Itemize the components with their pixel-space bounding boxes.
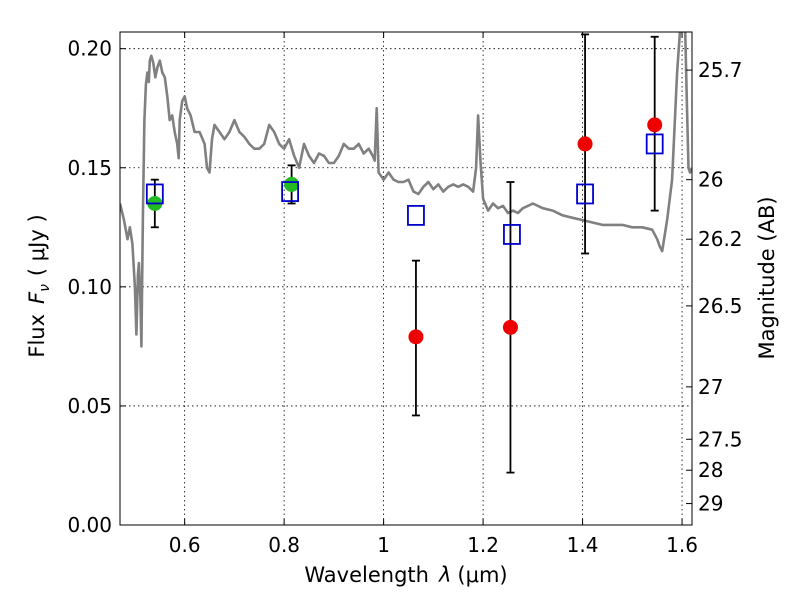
model-spectrum-line xyxy=(120,32,692,348)
y-tick-label: 0.05 xyxy=(67,394,112,418)
y-tick-label: 0.00 xyxy=(67,513,112,537)
data-point-square xyxy=(281,181,300,202)
model-spectrum xyxy=(120,32,692,348)
data-point-circle xyxy=(577,136,593,152)
data-point-circle xyxy=(284,176,300,192)
data-point-square xyxy=(407,204,425,226)
data-point-circle xyxy=(502,319,518,335)
y2-tick-label: 27.5 xyxy=(698,427,743,451)
data-point-square xyxy=(145,183,164,205)
x-axis-label-symbol: λ xyxy=(438,563,451,587)
y2-tick-label: 27 xyxy=(698,375,723,399)
data-point-circle xyxy=(408,329,424,345)
x-tick-label: 1.2 xyxy=(467,533,499,557)
grid-lines xyxy=(120,32,692,525)
data-point-circle xyxy=(647,117,663,133)
y-axis-label-unit: ( μJy ) xyxy=(25,214,49,276)
y-tick-label: 0.20 xyxy=(67,37,112,61)
data-markers xyxy=(145,117,664,345)
y-tick-label: 0.10 xyxy=(67,275,112,299)
y2-tick-label: 26.5 xyxy=(698,294,743,318)
y-tick-label: 0.15 xyxy=(67,156,112,180)
y-axis-label-symbol: F xyxy=(25,291,49,304)
axis-ticks: 0.6 0.8 1 1.2 1.4 1.6 0.00 0.05 0.10 0.15 0.20 25.7… xyxy=(67,32,743,557)
y2-tick-label: 28 xyxy=(698,458,723,482)
x-tick-label: 0.8 xyxy=(268,533,300,557)
x-axis-label-unit: (μm) xyxy=(457,563,507,587)
data-point-square xyxy=(503,224,521,245)
y2-tick-label: 25.7 xyxy=(698,58,743,82)
y-axis-label-subscript: ν xyxy=(37,284,53,292)
y2-tick-label: 26 xyxy=(698,168,723,192)
x-tick-label: 1.4 xyxy=(567,533,599,557)
plot-frame xyxy=(119,31,693,526)
y2-tick-label: 29 xyxy=(698,492,723,516)
y-axis-label: Flux Fν ( μJy ) xyxy=(25,214,53,357)
data-point-square xyxy=(576,183,594,205)
x-axis-label: Wavelength λ (μm) xyxy=(304,563,507,587)
y2-tick-label: 26.2 xyxy=(698,227,743,251)
y2-axis-label: Magnitude (AB) xyxy=(755,196,779,359)
x-axis-label-text: Wavelength xyxy=(304,563,429,587)
x-tick-label: 1.6 xyxy=(666,533,698,557)
x-tick-label: 0.6 xyxy=(169,533,201,557)
y-axis-label-text: Flux xyxy=(25,314,49,358)
data-point-square xyxy=(645,133,664,155)
x-tick-label: 1 xyxy=(377,533,390,557)
